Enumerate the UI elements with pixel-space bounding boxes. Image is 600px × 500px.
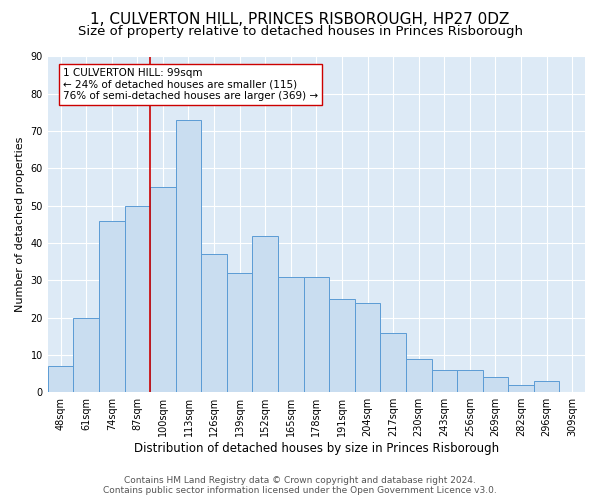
- Text: 1 CULVERTON HILL: 99sqm
← 24% of detached houses are smaller (115)
76% of semi-d: 1 CULVERTON HILL: 99sqm ← 24% of detache…: [63, 68, 318, 101]
- Bar: [99, 220, 125, 392]
- Text: Size of property relative to detached houses in Princes Risborough: Size of property relative to detached ho…: [77, 25, 523, 38]
- Bar: [304, 276, 329, 392]
- Bar: [201, 254, 227, 392]
- Bar: [380, 332, 406, 392]
- Y-axis label: Number of detached properties: Number of detached properties: [15, 136, 25, 312]
- Bar: [482, 378, 508, 392]
- Bar: [125, 206, 150, 392]
- X-axis label: Distribution of detached houses by size in Princes Risborough: Distribution of detached houses by size …: [134, 442, 499, 455]
- Bar: [457, 370, 482, 392]
- Text: 1, CULVERTON HILL, PRINCES RISBOROUGH, HP27 0DZ: 1, CULVERTON HILL, PRINCES RISBOROUGH, H…: [91, 12, 509, 28]
- Bar: [227, 273, 253, 392]
- Bar: [48, 366, 73, 392]
- Bar: [150, 187, 176, 392]
- Bar: [176, 120, 201, 392]
- Bar: [355, 302, 380, 392]
- Bar: [534, 381, 559, 392]
- Text: Contains HM Land Registry data © Crown copyright and database right 2024.
Contai: Contains HM Land Registry data © Crown c…: [103, 476, 497, 495]
- Bar: [73, 318, 99, 392]
- Bar: [329, 299, 355, 392]
- Bar: [431, 370, 457, 392]
- Bar: [508, 384, 534, 392]
- Bar: [406, 358, 431, 392]
- Bar: [253, 236, 278, 392]
- Bar: [278, 276, 304, 392]
